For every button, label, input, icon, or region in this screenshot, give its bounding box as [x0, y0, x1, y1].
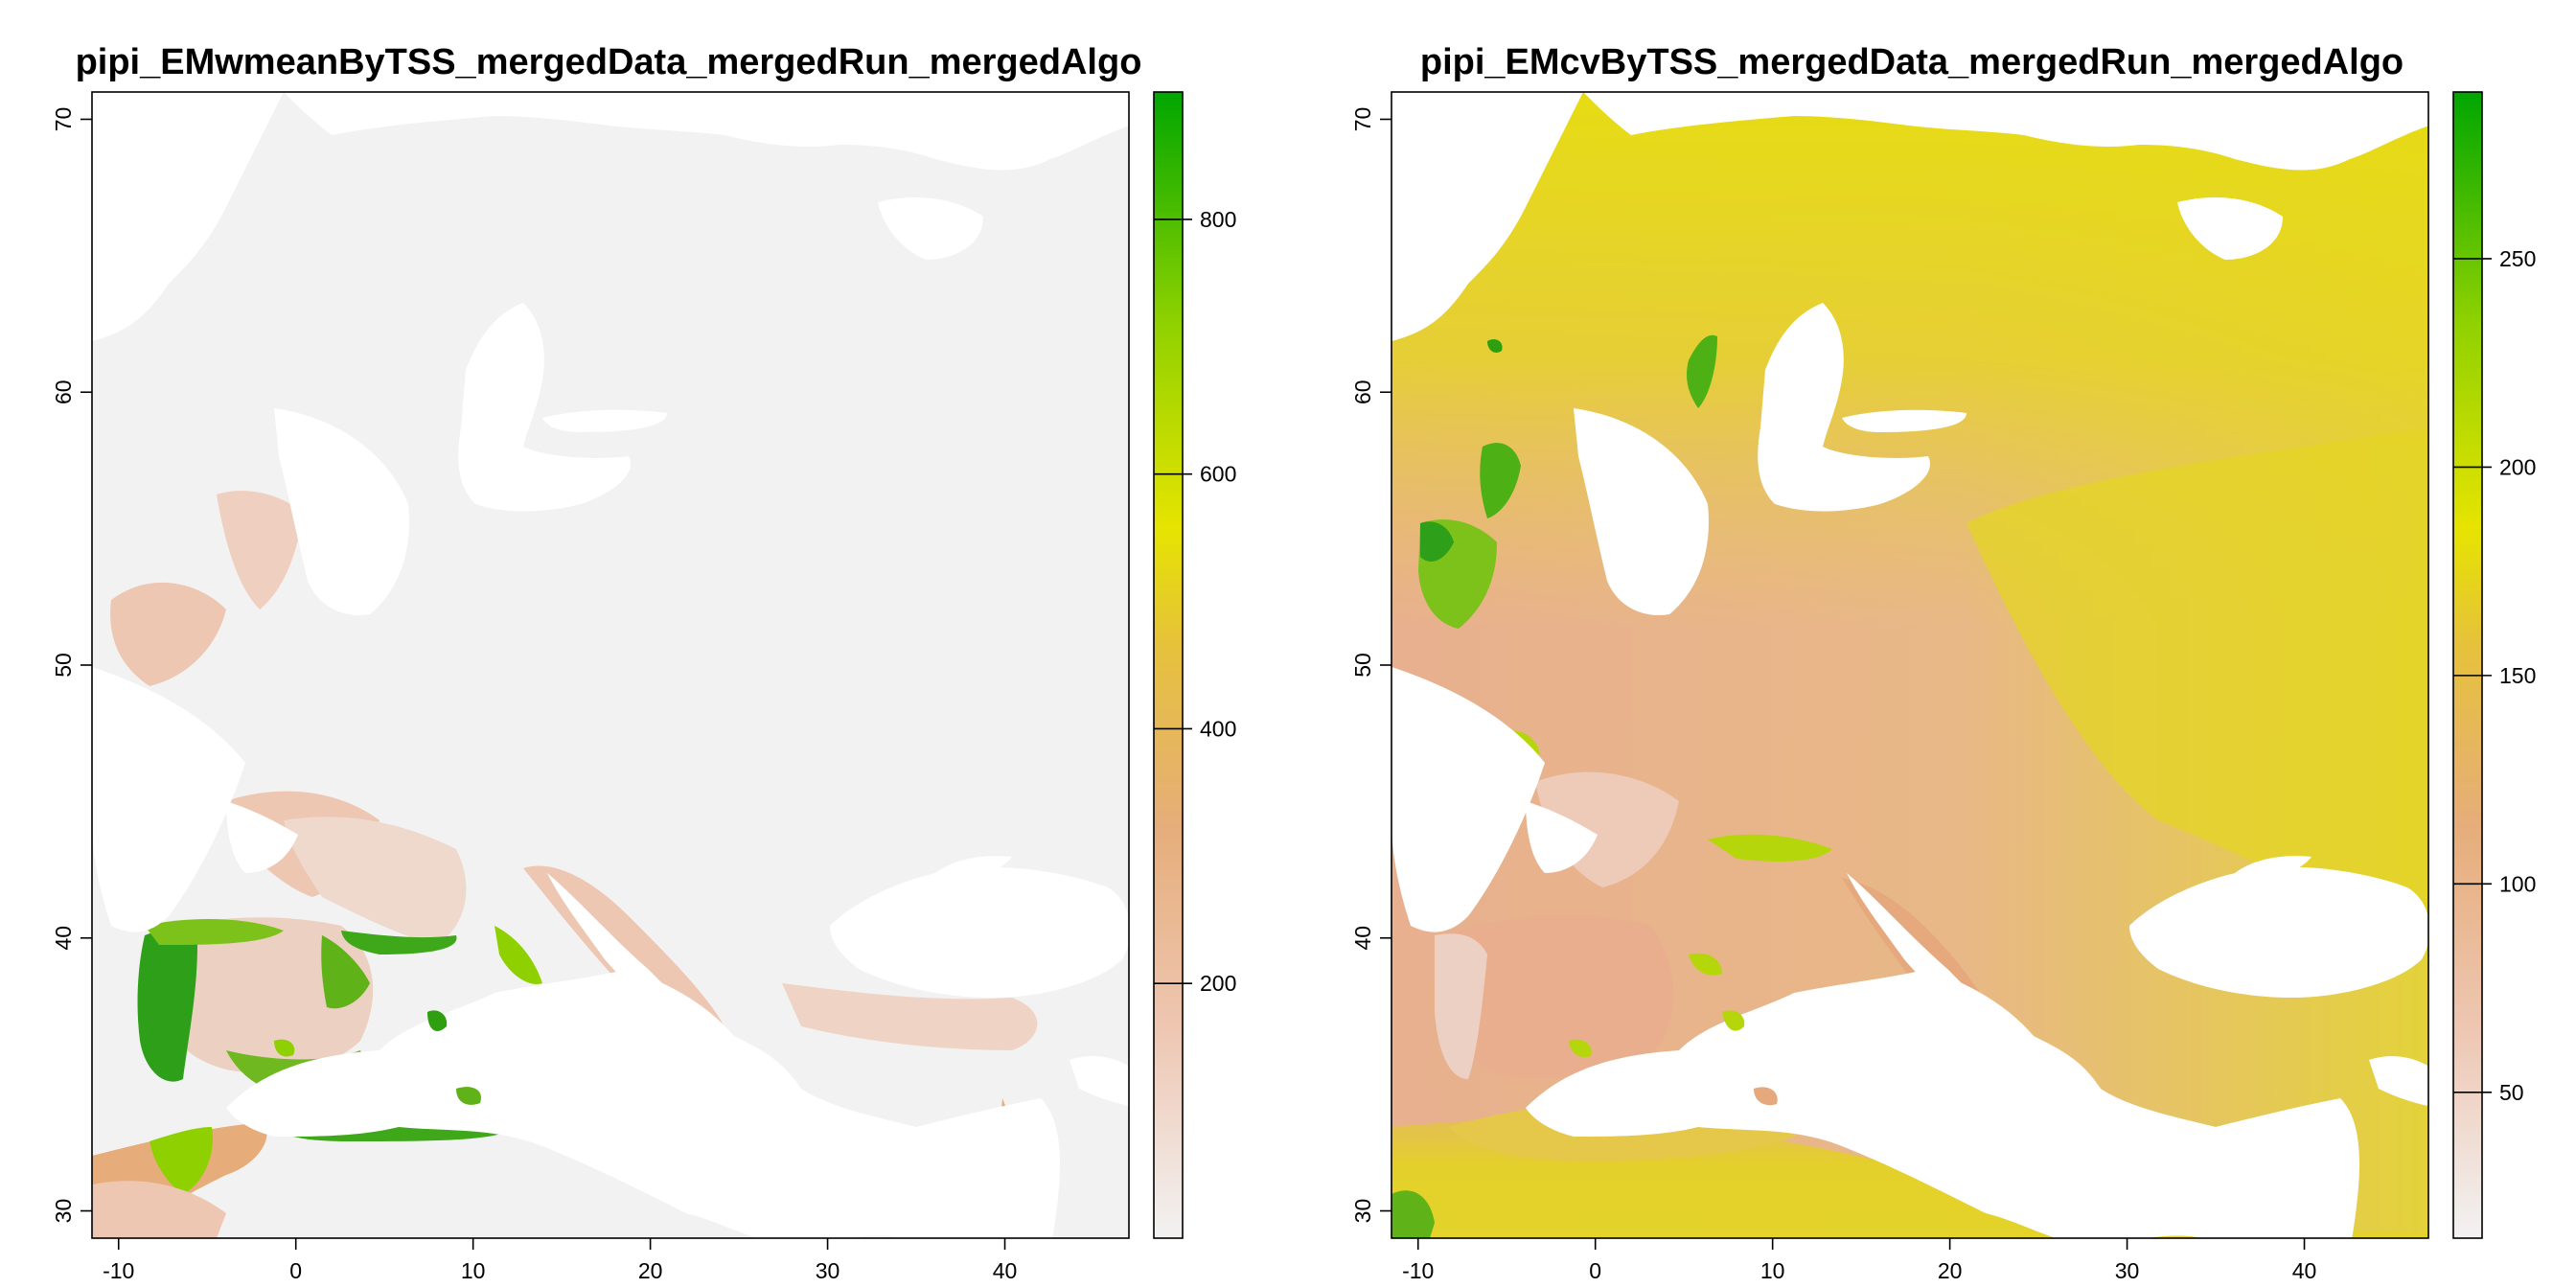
legend-tick-label-left-1: 400: [1200, 716, 1236, 741]
y-tick-label-right-1: 40: [1350, 926, 1375, 951]
map-panel-left: -10 0 10 20 30 40 30 40 50 60 70 200 400 600 800: [51, 91, 1236, 1283]
x-tick-label-right-3: 20: [1938, 1258, 1963, 1283]
legend-left: 200 400 600 800: [1153, 91, 1236, 1239]
legend-tick-label-right-2: 150: [2499, 663, 2536, 688]
x-tick-label-left-4: 30: [816, 1258, 840, 1283]
y-tick-label-right-3: 60: [1350, 380, 1375, 404]
legend-tick-label-left-2: 600: [1200, 462, 1236, 487]
y-tick-label-right-2: 50: [1350, 653, 1375, 678]
legend-right: 50 100 150 200 250: [2452, 91, 2536, 1239]
map-title-left: pipi_EMwmeanByTSS_mergedData_mergedRun_m…: [75, 42, 1142, 82]
map-title-right: pipi_EMcvByTSS_mergedData_mergedRun_merg…: [1419, 42, 2404, 82]
x-tick-label-right-1: 0: [1589, 1258, 1601, 1283]
y-tick-label-right-0: 30: [1350, 1199, 1375, 1224]
axes-right: -10 0 10 20 30 40 30 40 50 60 70: [1350, 107, 2316, 1283]
legend-tick-label-right-0: 50: [2499, 1080, 2524, 1105]
x-tick-label-left-3: 20: [638, 1258, 663, 1283]
y-tick-label-left-4: 70: [51, 107, 76, 132]
x-tick-label-left-2: 10: [461, 1258, 486, 1283]
legend-tick-label-left-3: 800: [1200, 207, 1236, 232]
x-tick-label-left-5: 40: [993, 1258, 1018, 1283]
y-tick-label-left-2: 50: [51, 653, 76, 678]
legend-tick-label-right-4: 250: [2499, 246, 2536, 271]
x-tick-label-right-0: -10: [1402, 1258, 1434, 1283]
legend-tick-label-right-1: 100: [2499, 871, 2536, 896]
map-panel-right: -10 0 10 20 30 40 30 40 50 60 70 50 100 150 200 250: [1350, 91, 2536, 1283]
x-tick-label-right-5: 40: [2292, 1258, 2317, 1283]
x-tick-label-right-4: 30: [2115, 1258, 2140, 1283]
x-tick-label-right-2: 10: [1760, 1258, 1785, 1283]
map-raster-right: [1391, 91, 2429, 1239]
axes-left: -10 0 10 20 30 40 30 40 50 60 70: [51, 107, 1017, 1283]
map-raster-left: [91, 91, 1130, 1239]
legend-tick-label-left-0: 200: [1200, 971, 1236, 996]
y-tick-label-left-1: 40: [51, 926, 76, 951]
legend-bar-left: [1153, 91, 1184, 1239]
legend-tick-label-right-3: 200: [2499, 454, 2536, 479]
x-tick-label-left-0: -10: [103, 1258, 134, 1283]
legend-bar-right: [2452, 91, 2483, 1239]
x-tick-label-left-1: 0: [289, 1258, 302, 1283]
y-tick-label-right-4: 70: [1350, 107, 1375, 132]
y-tick-label-left-0: 30: [51, 1199, 76, 1224]
y-tick-label-left-3: 60: [51, 380, 76, 404]
